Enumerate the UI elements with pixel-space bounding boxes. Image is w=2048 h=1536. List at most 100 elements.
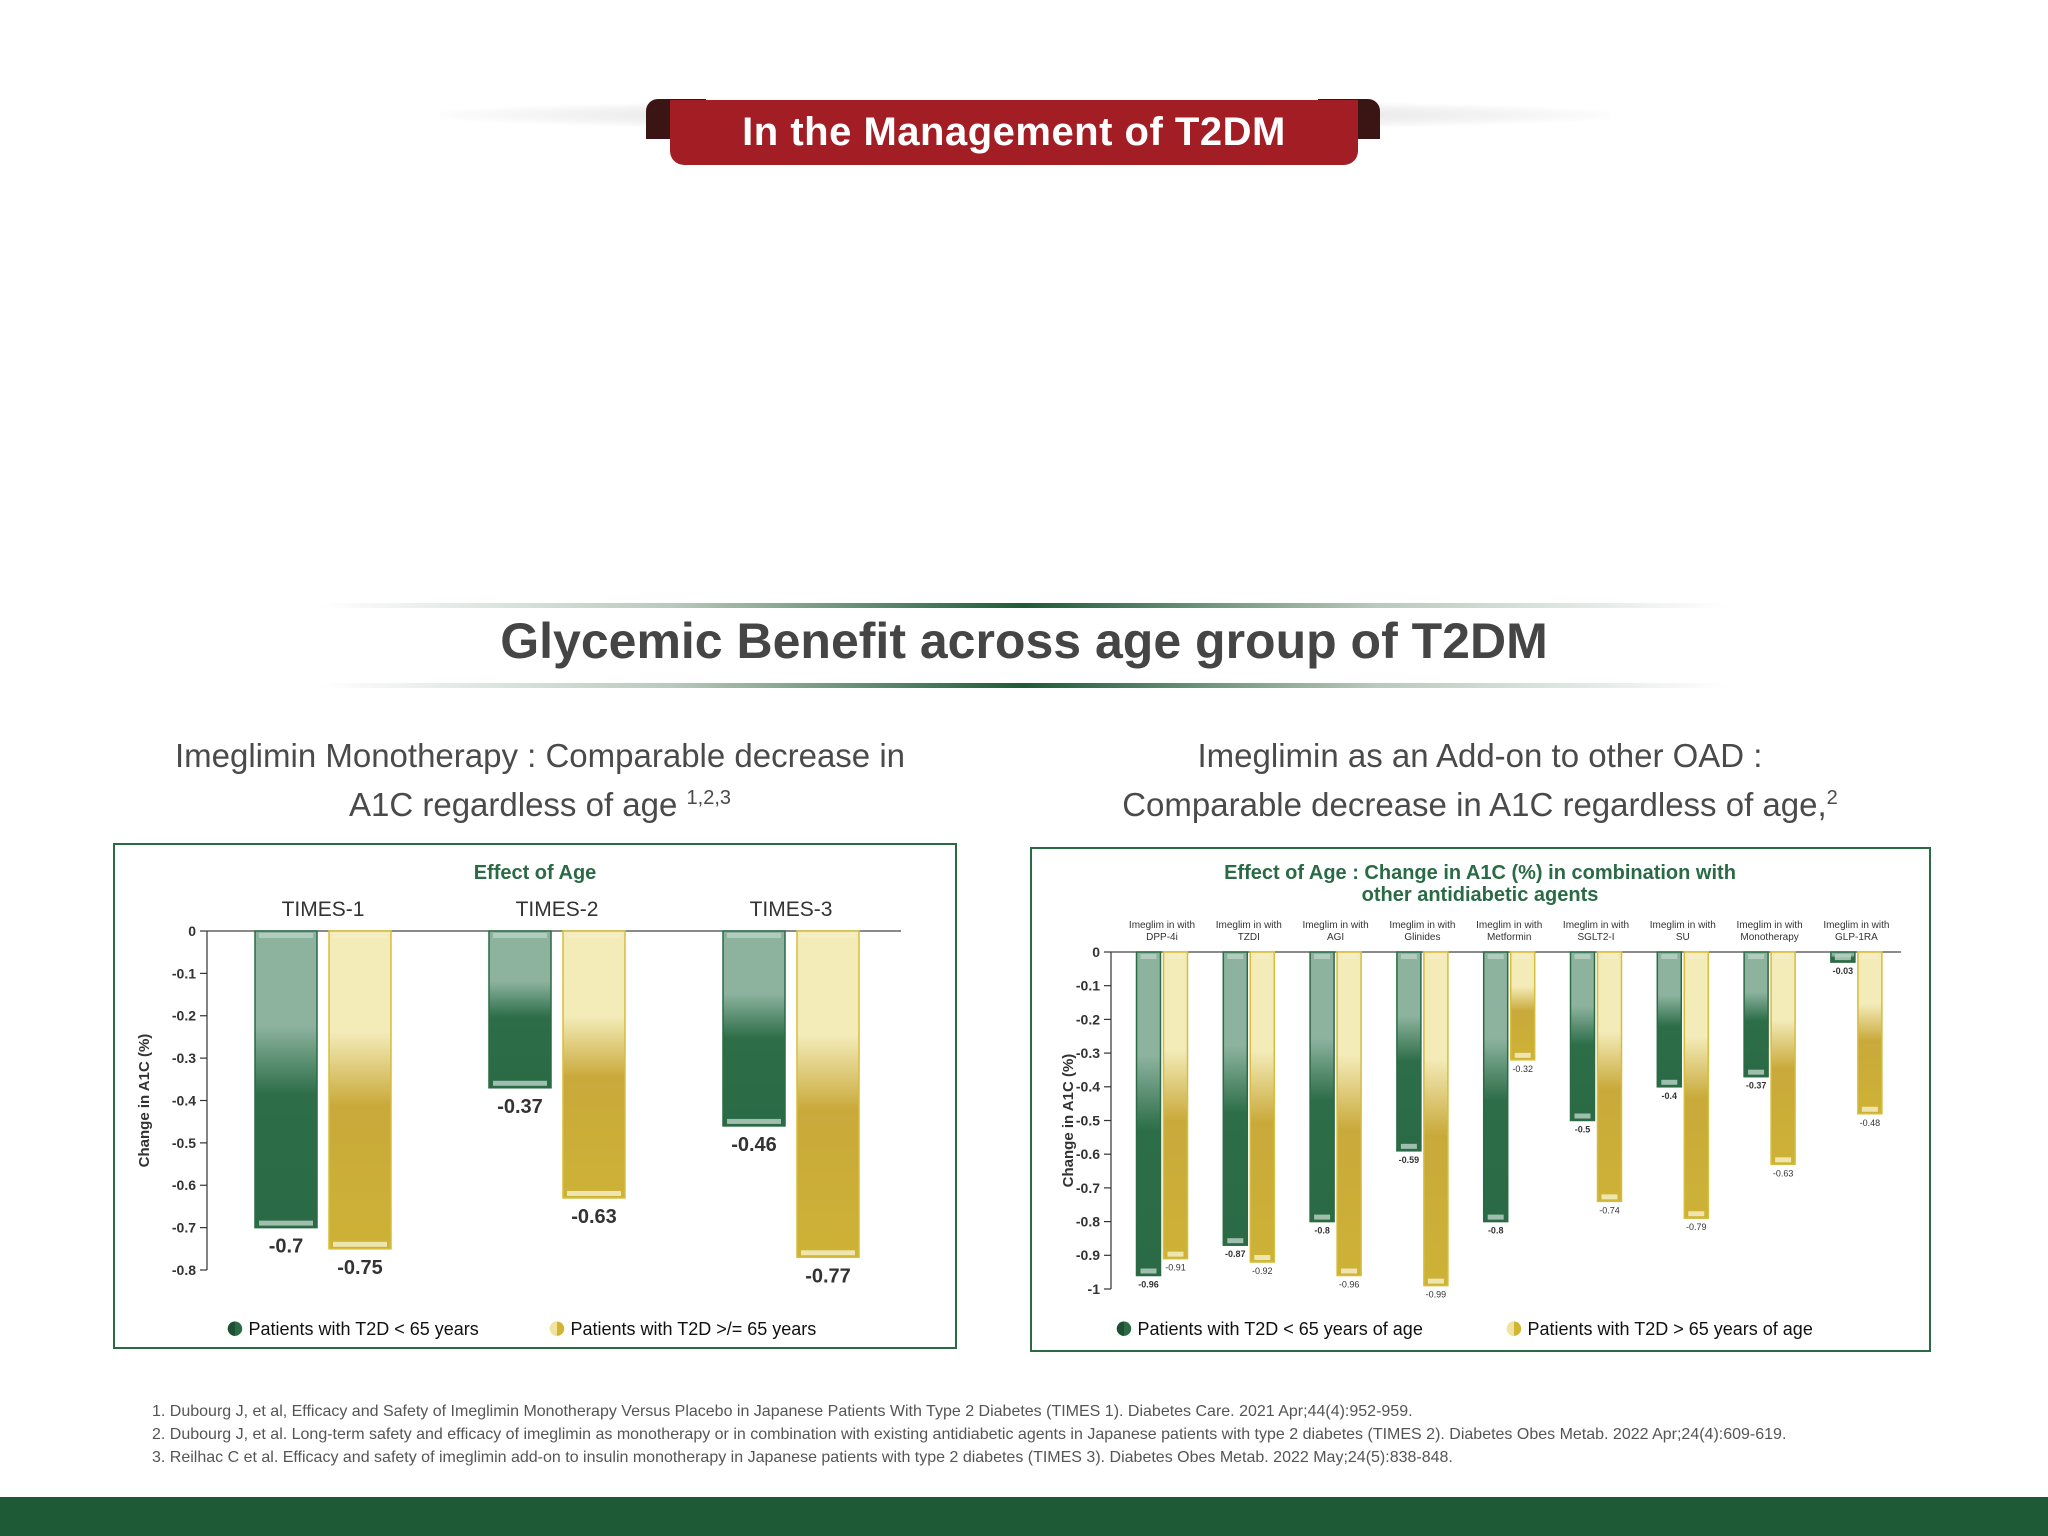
value-label-over-65: -0.92 [1252,1266,1273,1276]
left-subtitle-line1: Imeglimin Monotherapy : Comparable decre… [174,737,906,774]
bar-under-65 [722,930,786,1127]
chart-title: Effect of Age : Change in A1C (%) in com… [1224,862,1736,884]
bar-top-highlight [1688,954,1705,959]
y-tick-label: -1 [1088,1281,1101,1297]
value-label-over-65: -0.91 [1165,1263,1186,1273]
y-tick-label: 0 [188,923,196,939]
value-label-under-65: -0.8 [1488,1226,1504,1236]
bar-top-highlight [567,933,621,938]
legend-marker-half [227,1321,235,1336]
category-label: GLP-1RA [1835,932,1878,943]
bar-bottom-highlight [493,1080,547,1086]
bar-top-highlight [1314,954,1331,959]
bar-bottom-highlight [1254,1255,1271,1261]
category-label: SGLT2-I [1577,932,1614,943]
footnote-3: 3. Reilhac C et al. Efficacy and safety … [152,1449,1453,1466]
right-subtitle-line2-wrap: Comparable decrease in A1C regardless of… [1030,777,1930,826]
category-label: Monotherapy [1740,932,1798,943]
legend-marker-half [1116,1321,1124,1336]
bar-top-highlight [259,933,313,938]
bar-top-highlight [1861,954,1878,959]
y-axis-label: Change in A1C (%) [1060,1054,1077,1188]
value-label-over-65: -0.77 [805,1265,851,1287]
value-label-over-65: -0.96 [1339,1280,1360,1290]
bar-bottom-highlight [1167,1251,1184,1257]
footnote-2: 2. Dubourg J, et al. Long-term safety an… [152,1426,1787,1443]
legend-label-over-65: Patients with T2D > 65 years of age [1528,1319,1813,1339]
bar-bottom-highlight [1314,1214,1331,1220]
bar-over-65 [562,930,626,1199]
category-label: SU [1676,932,1690,943]
y-tick-label: -0.2 [1076,1011,1100,1027]
footnotes: 1. Dubourg J, et al, Efficacy and Safety… [152,1400,1786,1469]
bar-over-65 [1336,951,1362,1277]
bar-over-65 [1596,951,1623,1203]
value-label-under-65: -0.4 [1662,1091,1678,1101]
y-tick-label: -0.1 [172,965,196,981]
bar-under-65 [1569,951,1596,1122]
left-subtitle-ref: 1,2,3 [686,787,731,809]
bar-under-65 [254,930,318,1229]
bar-over-65 [328,930,392,1250]
right-chart-panel: Effect of Age : Change in A1C (%) in com… [1030,847,1931,1352]
category-label: Imeglim in with [1737,920,1803,931]
legend-marker-half [1506,1321,1514,1336]
right-subtitle-ref: 2 [1826,787,1838,809]
y-tick-label: 0 [1092,944,1100,960]
banner-title: In the Management of T2DM [670,100,1358,165]
left-subtitle-line2: A1C regardless of age [348,786,678,823]
category-label: Imeglim in with [1216,920,1282,931]
bar-over-65 [1857,951,1883,1115]
bar-top-highlight [1574,954,1591,959]
category-label: Imeglim in with [1129,920,1195,931]
bar-top-highlight [493,933,547,938]
value-label-under-65: -0.5 [1575,1125,1591,1135]
category-label: Metformin [1487,932,1531,943]
bar-over-65 [1249,951,1276,1263]
category-label: AGI [1327,932,1344,943]
footnote-1: 1. Dubourg J, et al, Efficacy and Safety… [152,1403,1413,1420]
chart-title: Effect of Age [474,862,597,884]
bar-bottom-highlight [1227,1238,1244,1244]
y-axis-label: Change in A1C (%) [136,1034,153,1168]
y-tick-label: -0.3 [172,1050,196,1066]
category-label: Glinides [1404,932,1440,943]
bar-bottom-highlight [1775,1157,1792,1163]
bar-top-highlight [333,933,387,938]
bar-bottom-highlight [1341,1268,1358,1274]
bar-top-highlight [1775,954,1792,959]
value-label-over-65: -0.48 [1860,1118,1881,1128]
legend-label-over-65: Patients with T2D >/= 65 years [571,1319,817,1339]
value-label-under-65: -0.7 [269,1236,303,1258]
bar-over-65 [1509,951,1536,1061]
page-title: Glycemic Benefit across age group of T2D… [500,613,1548,669]
bar-bottom-highlight [1487,1214,1504,1220]
bar-top-highlight [1254,954,1271,959]
category-label: DPP-4i [1146,932,1178,943]
left-subtitle: Imeglimin Monotherapy : Comparable decre… [100,735,980,826]
right-subtitle-line1: Imeglimin as an Add-on to other OAD : [1197,737,1763,774]
bar-bottom-highlight [1861,1106,1878,1112]
legend-marker-half [549,1321,557,1336]
bar-over-65 [796,930,860,1259]
bar-bottom-highlight [1834,955,1851,961]
bar-under-65 [1309,951,1335,1223]
y-tick-label: -0.9 [1076,1247,1100,1263]
bar-top-highlight [1140,954,1157,959]
value-label-over-65: -0.75 [337,1257,383,1279]
value-label-under-65: -0.03 [1833,966,1854,976]
chart-title-line2: other antidiabetic agents [1362,884,1599,906]
value-label-under-65: -0.37 [1746,1081,1767,1091]
footer-bar [0,1497,2048,1536]
bar-bottom-highlight [1427,1278,1444,1284]
bar-under-65 [1743,951,1769,1078]
bar-top-highlight [1661,954,1678,959]
bar-under-65 [1135,951,1162,1277]
category-label: Imeglim in with [1476,920,1542,931]
value-label-over-65: -0.63 [571,1206,617,1228]
title-rule-top [320,603,1728,608]
bar-under-65 [488,930,552,1089]
bar-bottom-highlight [1400,1143,1417,1149]
category-label: Imeglim in with [1389,920,1455,931]
category-label: TIMES-2 [516,898,599,921]
